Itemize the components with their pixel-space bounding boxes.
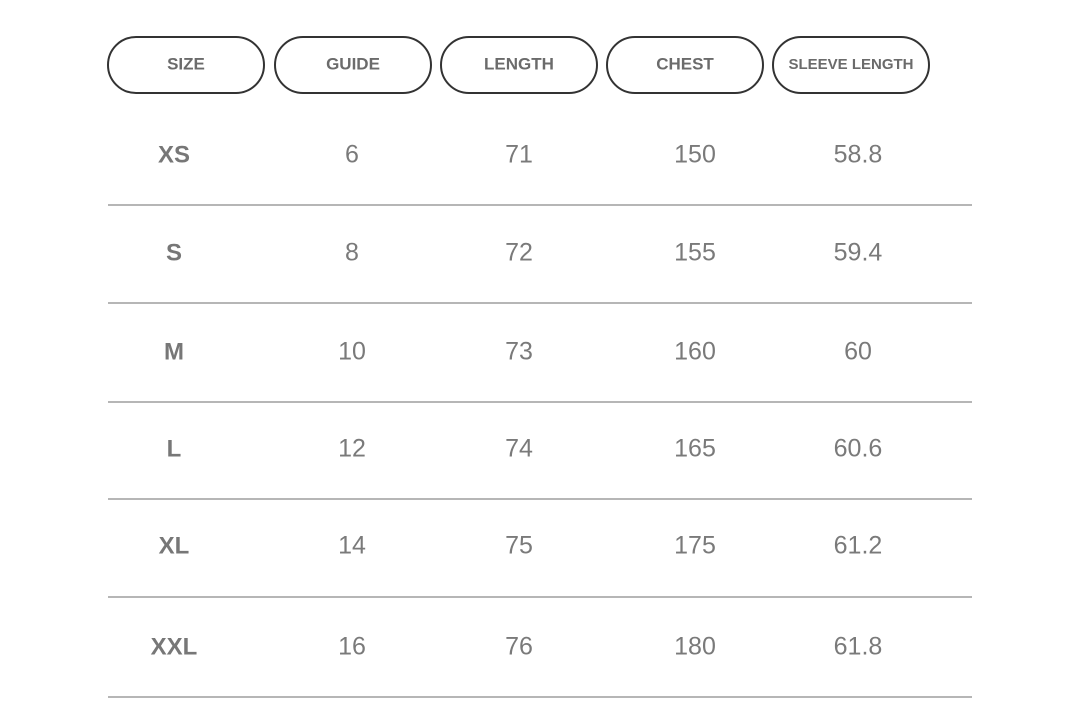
cell-value: 14: [338, 532, 366, 560]
header-pill: [606, 36, 764, 94]
cell-value: 8: [345, 239, 359, 267]
cell-value: 61.2: [834, 532, 883, 560]
size-label: XXL: [151, 633, 198, 660]
cell-value: 165: [674, 435, 716, 463]
size-label: L: [167, 435, 182, 462]
header-pill: [772, 36, 930, 94]
header-pill: [274, 36, 432, 94]
header-pill: [440, 36, 598, 94]
cell-value: 175: [674, 532, 716, 560]
cell-value: 59.4: [834, 239, 883, 267]
cell-value: 58.8: [834, 141, 883, 169]
header-label: CHEST: [656, 54, 714, 73]
cell-value: 74: [505, 435, 533, 463]
header-label: GUIDE: [326, 54, 380, 73]
cell-value: 60: [844, 338, 872, 366]
size-label: XS: [158, 141, 190, 168]
cell-value: 75: [505, 532, 533, 560]
header-label: SLEEVE LENGTH: [788, 56, 913, 73]
cell-value: 61.8: [834, 633, 883, 661]
header-label: LENGTH: [484, 54, 554, 73]
cell-value: 72: [505, 239, 533, 267]
cell-value: 10: [338, 338, 366, 366]
size-label: S: [166, 239, 182, 266]
cell-value: 155: [674, 239, 716, 267]
header-label: SIZE: [167, 54, 205, 73]
cell-value: 150: [674, 141, 716, 169]
cell-value: 160: [674, 338, 716, 366]
cell-value: 71: [505, 141, 533, 169]
header-pill: [107, 36, 265, 94]
cell-value: 16: [338, 633, 366, 661]
cell-value: 60.6: [834, 435, 883, 463]
cell-value: 12: [338, 435, 366, 463]
size-label: XL: [159, 532, 190, 559]
size-label: M: [164, 338, 184, 365]
cell-value: 6: [345, 141, 359, 169]
cell-value: 76: [505, 633, 533, 661]
cell-value: 73: [505, 338, 533, 366]
cell-value: 180: [674, 633, 716, 661]
